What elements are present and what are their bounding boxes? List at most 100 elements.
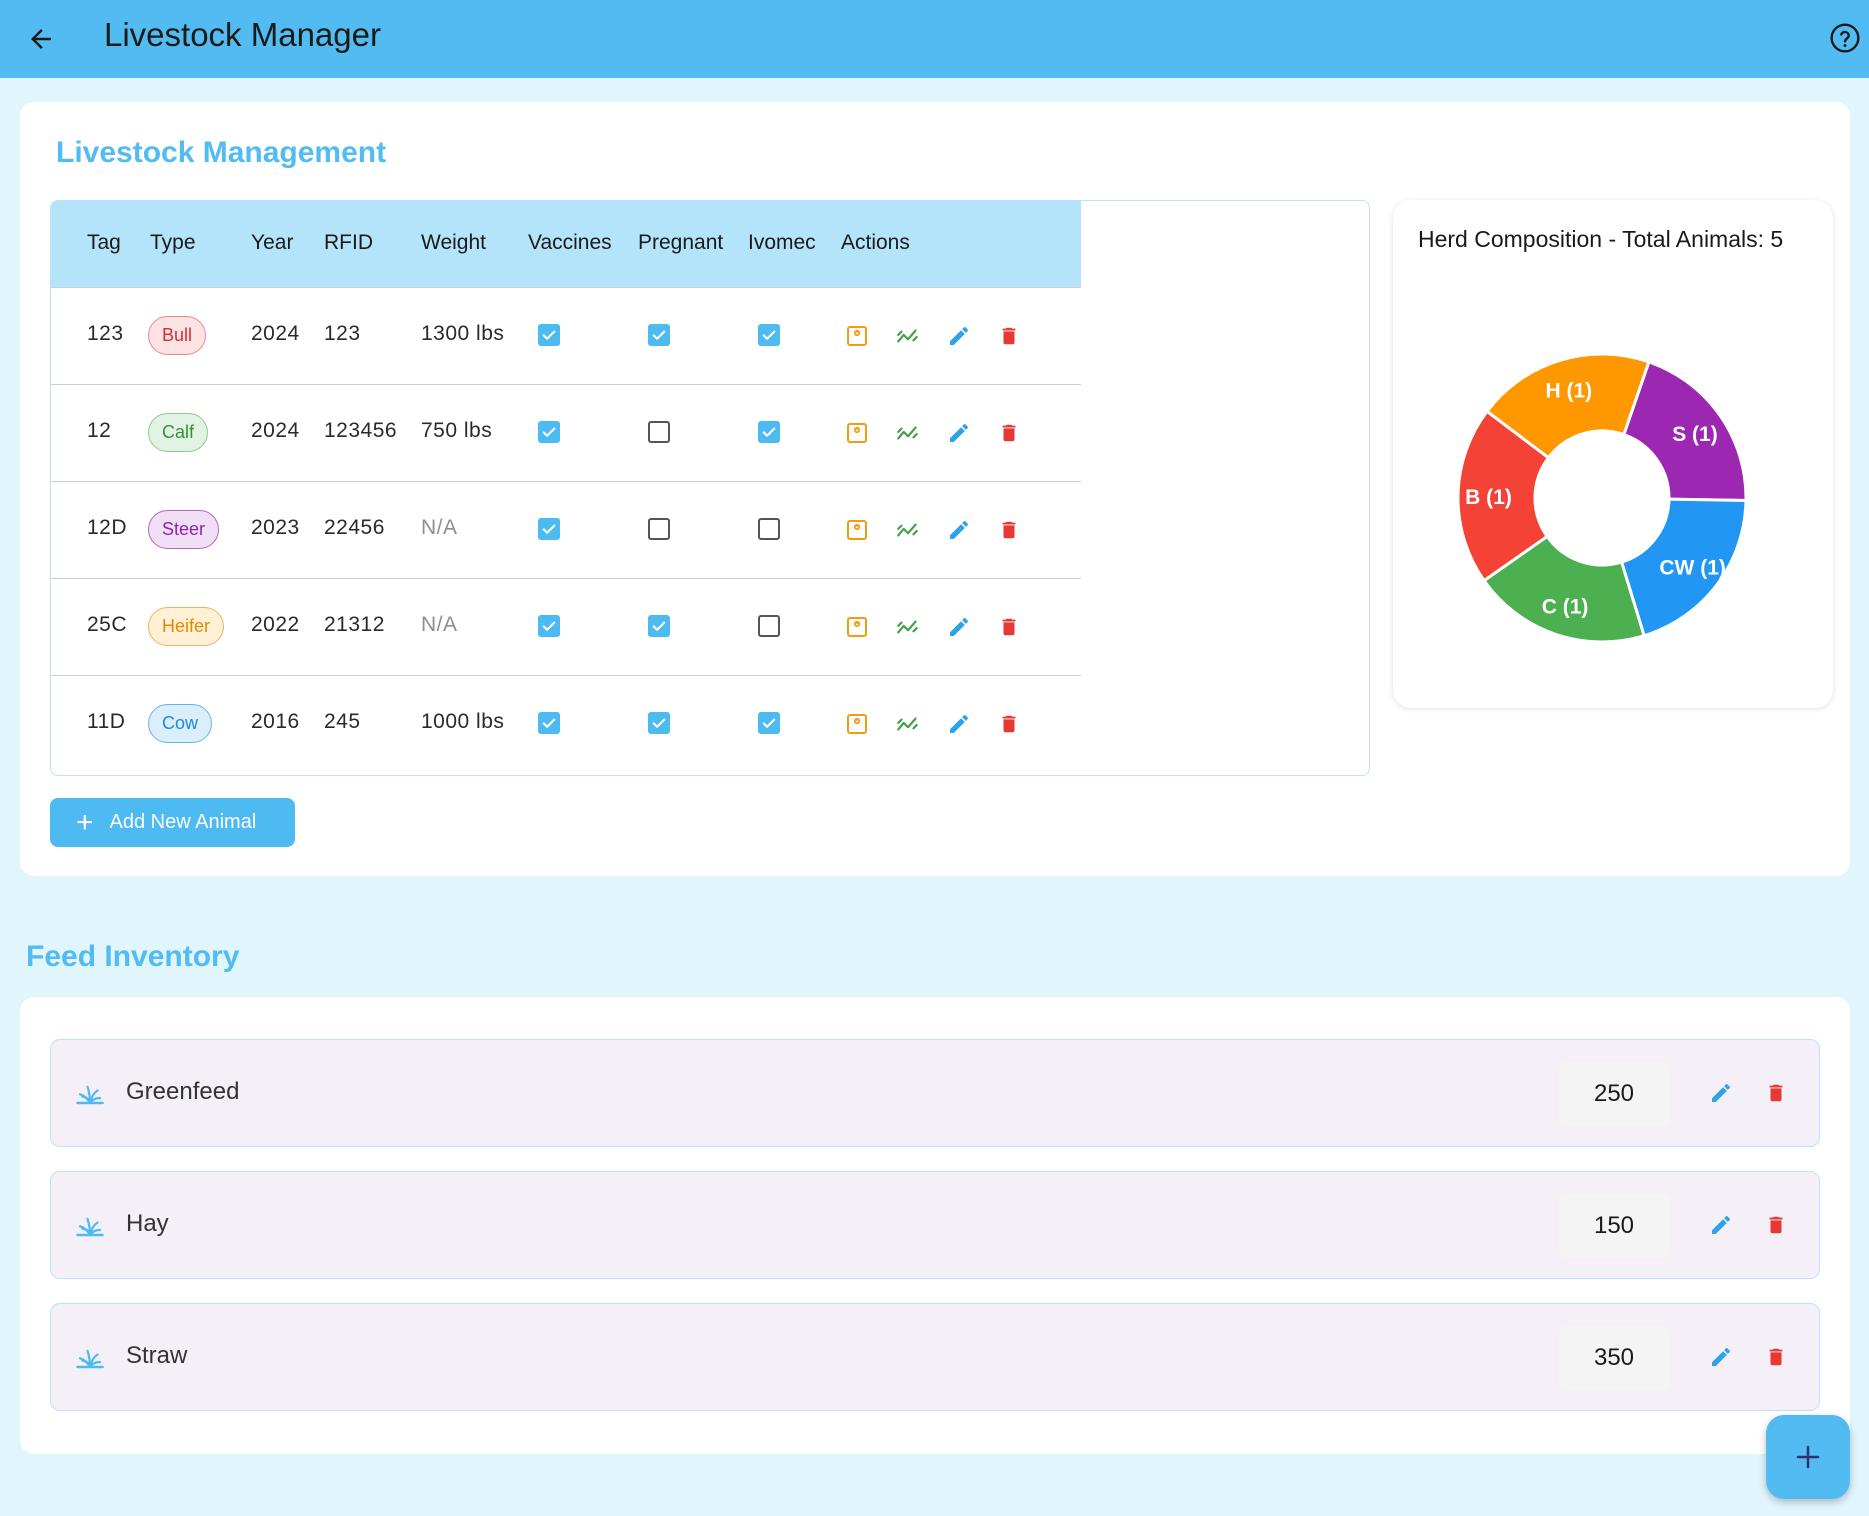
slice-label: S (1) bbox=[1672, 423, 1718, 446]
ivomec-checkbox[interactable] bbox=[758, 518, 780, 540]
table-row[interactable]: 11D Cow 2016 245 1000 lbs bbox=[51, 675, 1081, 772]
ivomec-checkbox[interactable] bbox=[758, 421, 780, 443]
column-header-vaccines[interactable]: Vaccines bbox=[528, 231, 612, 254]
column-header-ivomec[interactable]: Ivomec bbox=[748, 231, 816, 254]
pie-slice[interactable] bbox=[1621, 359, 1748, 503]
type-chip: Heifer bbox=[148, 607, 225, 646]
type-chip: Calf bbox=[148, 413, 209, 452]
scale-icon[interactable] bbox=[843, 613, 871, 641]
ivomec-checkbox[interactable] bbox=[758, 324, 780, 346]
edit-icon[interactable] bbox=[1706, 1078, 1736, 1108]
table-row[interactable]: 123 Bull 2024 123 1300 lbs bbox=[51, 287, 1081, 384]
slice-label: C (1) bbox=[1542, 595, 1589, 618]
scale-icon[interactable] bbox=[843, 419, 871, 447]
trend-icon[interactable] bbox=[894, 710, 922, 738]
app-title: Livestock Manager bbox=[104, 16, 381, 53]
slice-label: CW (1) bbox=[1659, 556, 1726, 579]
scale-icon[interactable] bbox=[843, 710, 871, 738]
vaccines-checkbox[interactable] bbox=[538, 615, 560, 637]
herd-composition-chart: S (1) CW (1) C (1) B (1) H (1) bbox=[1456, 352, 1748, 644]
livestock-title: Livestock Management bbox=[56, 136, 387, 169]
app-bar: Livestock Manager bbox=[0, 0, 1869, 78]
column-header-pregnant[interactable]: Pregnant bbox=[638, 231, 724, 254]
vaccines-checkbox[interactable] bbox=[538, 518, 560, 540]
column-header-year[interactable]: Year bbox=[251, 231, 294, 254]
cell-weight: N/A bbox=[421, 516, 458, 539]
delete-icon[interactable] bbox=[995, 516, 1023, 544]
scale-icon[interactable] bbox=[843, 322, 871, 350]
feed-quantity[interactable]: 350 bbox=[1559, 1326, 1669, 1390]
feed-item[interactable]: Straw 350 bbox=[50, 1303, 1820, 1411]
trend-icon[interactable] bbox=[894, 419, 922, 447]
delete-icon[interactable] bbox=[995, 613, 1023, 641]
edit-icon[interactable] bbox=[945, 322, 973, 350]
livestock-table: Tag Type Year RFID Weight Vaccines Pregn… bbox=[50, 200, 1370, 776]
arrow-left-icon[interactable] bbox=[20, 18, 62, 60]
table-row[interactable]: 12 Calf 2024 123456 750 lbs bbox=[51, 384, 1081, 481]
pregnant-checkbox[interactable] bbox=[648, 421, 670, 443]
trend-icon[interactable] bbox=[894, 322, 922, 350]
table-row[interactable]: 25C Heifer 2022 21312 N/A bbox=[51, 578, 1081, 675]
delete-icon[interactable] bbox=[1761, 1210, 1791, 1240]
vaccines-checkbox[interactable] bbox=[538, 324, 560, 346]
feed-item[interactable]: Greenfeed 250 bbox=[50, 1039, 1820, 1147]
edit-icon[interactable] bbox=[945, 516, 973, 544]
cell-year: 2024 bbox=[251, 419, 300, 442]
chart-title: Herd Composition - Total Animals: 5 bbox=[1418, 226, 1784, 252]
cell-rfid: 123 bbox=[324, 322, 361, 345]
grass-icon bbox=[75, 1078, 105, 1108]
feed-item[interactable]: Hay 150 bbox=[50, 1171, 1820, 1279]
type-chip: Steer bbox=[148, 510, 220, 549]
cell-year: 2023 bbox=[251, 516, 300, 539]
vaccines-checkbox[interactable] bbox=[538, 712, 560, 734]
feed-quantity[interactable]: 250 bbox=[1559, 1062, 1669, 1126]
slice-label: H (1) bbox=[1545, 379, 1592, 402]
table-row[interactable]: 12D Steer 2023 22456 N/A bbox=[51, 481, 1081, 578]
add-new-animal-label: Add New Animal bbox=[109, 811, 257, 833]
pregnant-checkbox[interactable] bbox=[648, 712, 670, 734]
edit-icon[interactable] bbox=[945, 710, 973, 738]
cell-weight: 1000 lbs bbox=[421, 710, 505, 733]
table-header: Tag Type Year RFID Weight Vaccines Pregn… bbox=[51, 201, 1081, 287]
add-fab-button[interactable] bbox=[1766, 1415, 1850, 1499]
feed-quantity[interactable]: 150 bbox=[1559, 1194, 1669, 1258]
vaccines-checkbox[interactable] bbox=[538, 421, 560, 443]
edit-icon[interactable] bbox=[945, 419, 973, 447]
edit-icon[interactable] bbox=[1706, 1342, 1736, 1372]
pregnant-checkbox[interactable] bbox=[648, 615, 670, 637]
grass-icon bbox=[75, 1342, 105, 1372]
trend-icon[interactable] bbox=[894, 516, 922, 544]
delete-icon[interactable] bbox=[995, 419, 1023, 447]
pie-slice[interactable] bbox=[1456, 409, 1551, 583]
delete-icon[interactable] bbox=[1761, 1078, 1791, 1108]
cell-rfid: 123456 bbox=[324, 419, 398, 442]
pie-slice[interactable] bbox=[1481, 534, 1646, 644]
pie-slice[interactable] bbox=[1619, 497, 1748, 638]
column-header-rfid[interactable]: RFID bbox=[324, 231, 373, 254]
cell-tag: 12 bbox=[87, 419, 112, 442]
plus-icon: + bbox=[76, 805, 94, 839]
edit-icon[interactable] bbox=[945, 613, 973, 641]
column-header-weight[interactable]: Weight bbox=[421, 231, 486, 254]
column-header-tag[interactable]: Tag bbox=[87, 231, 121, 254]
type-chip: Cow bbox=[148, 704, 213, 743]
pregnant-checkbox[interactable] bbox=[648, 518, 670, 540]
delete-icon[interactable] bbox=[995, 710, 1023, 738]
ivomec-checkbox[interactable] bbox=[758, 712, 780, 734]
help-circle-icon[interactable] bbox=[1825, 18, 1865, 58]
scale-icon[interactable] bbox=[843, 516, 871, 544]
column-header-type[interactable]: Type bbox=[150, 231, 196, 254]
trend-icon[interactable] bbox=[894, 613, 922, 641]
livestock-card: Livestock Management Tag Type Year RFID … bbox=[20, 102, 1850, 876]
cell-tag: 11D bbox=[87, 710, 126, 733]
ivomec-checkbox[interactable] bbox=[758, 615, 780, 637]
delete-icon[interactable] bbox=[1761, 1342, 1791, 1372]
edit-icon[interactable] bbox=[1706, 1210, 1736, 1240]
pie-slice[interactable] bbox=[1484, 352, 1651, 460]
pregnant-checkbox[interactable] bbox=[648, 324, 670, 346]
cell-weight: 750 lbs bbox=[421, 419, 493, 442]
feed-name: Straw bbox=[126, 1342, 188, 1369]
cell-year: 2022 bbox=[251, 613, 300, 636]
add-new-animal-button[interactable]: + Add New Animal bbox=[50, 798, 295, 847]
delete-icon[interactable] bbox=[995, 322, 1023, 350]
